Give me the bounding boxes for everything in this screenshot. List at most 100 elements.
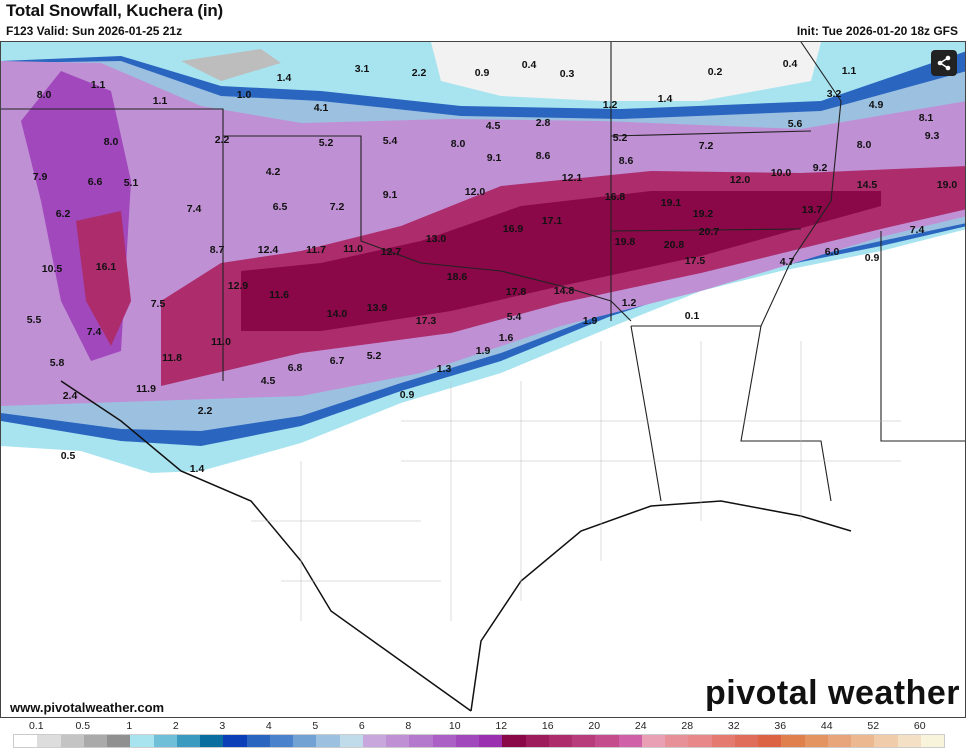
snowfall-value: 19.1 [660, 197, 682, 209]
snowfall-value: 19.2 [692, 208, 714, 220]
snowfall-value: 6.8 [287, 362, 303, 374]
share-button[interactable] [931, 50, 957, 76]
snowfall-value: 5.2 [366, 350, 382, 362]
legend-tick-label: 24 [634, 720, 647, 732]
snowfall-value: 7.4 [86, 326, 102, 338]
snowfall-value: 20.7 [698, 226, 720, 238]
snowfall-value: 11.0 [343, 243, 363, 255]
snowfall-value: 1.1 [152, 95, 168, 107]
snowfall-value: 12.0 [464, 186, 486, 198]
legend-tick-label: 5 [312, 720, 319, 732]
snowfall-value: 5.4 [506, 311, 522, 323]
snowfall-value: 14.8 [553, 285, 575, 297]
snow-band-magenta-west [76, 211, 131, 346]
snowfall-value: 6.6 [87, 176, 103, 188]
snowfall-value: 14.5 [856, 179, 878, 191]
legend-swatch [130, 735, 154, 747]
legend-swatch [758, 735, 782, 747]
legend-tick-label: 6 [358, 720, 365, 732]
snowfall-value: 1.9 [582, 315, 598, 327]
snowfall-value: 1.3 [436, 363, 452, 375]
map-title: Total Snowfall, Kuchera (in) [6, 1, 223, 20]
legend-tick-label: 52 [867, 720, 880, 732]
legend-tick-label: 10 [448, 720, 461, 732]
snowfall-value: 2.4 [62, 390, 78, 402]
snowfall-value: 8.0 [36, 89, 52, 101]
legend-tick-label: 4 [265, 720, 272, 732]
legend-swatch [60, 735, 84, 747]
legend-swatch [37, 735, 61, 747]
legend-swatch [502, 735, 526, 747]
snowfall-value: 9.2 [812, 162, 828, 174]
snowfall-value: 17.3 [415, 315, 437, 327]
snowfall-value: 16.9 [502, 223, 524, 235]
website-link[interactable]: www.pivotalweather.com [10, 700, 165, 715]
share-icon [937, 55, 951, 71]
legend-tick-label: 36 [774, 720, 787, 732]
snowfall-value: 4.5 [260, 375, 276, 387]
legend-tick-label: 12 [495, 720, 508, 732]
snowfall-value: 0.1 [684, 310, 700, 322]
snowfall-value: 5.8 [49, 357, 65, 369]
snowfall-value: 5.6 [787, 118, 803, 130]
snowfall-value: 11.0 [211, 336, 231, 348]
legend-swatch [107, 735, 131, 747]
snowfall-value: 1.1 [841, 65, 857, 77]
legend-swatch [711, 735, 735, 747]
snowfall-value: 1.4 [276, 72, 292, 84]
snowfall-value: 18.6 [446, 271, 468, 283]
legend-swatch [83, 735, 107, 747]
snowfall-value: 19.0 [936, 179, 958, 191]
legend-tick-label: 60 [913, 720, 926, 732]
snowfall-value: 7.4 [909, 224, 925, 236]
legend-swatch [409, 735, 433, 747]
legend-swatch [176, 735, 200, 747]
snowfall-value: 7.2 [329, 201, 345, 213]
snowfall-value: 2.8 [535, 117, 551, 129]
legend-swatch [827, 735, 851, 747]
snowfall-value: 7.5 [150, 298, 166, 310]
snowfall-value: 8.0 [856, 139, 872, 151]
legend-swatch [641, 735, 665, 747]
legend-tick-label: 28 [681, 720, 694, 732]
snowfall-value: 0.4 [782, 58, 798, 70]
legend-tick-label: 32 [727, 720, 740, 732]
snowfall-value: 12.7 [380, 246, 402, 258]
snowfall-value: 2.2 [411, 67, 427, 79]
legend-swatch [339, 735, 363, 747]
snowfall-map[interactable]: 1.1 8.0 1.1 1.0 1.4 3.1 2.2 0.9 0.4 0.3 0.2 0.4 1.1 4… [0, 41, 966, 718]
snowfall-value: 17.5 [684, 255, 706, 267]
pivotal-weather-logo: pivotal weather [704, 674, 960, 712]
legend-swatch [269, 735, 293, 747]
legend-swatch [781, 735, 805, 747]
snowfall-value: 8.6 [535, 150, 551, 162]
snowfall-value: 6.5 [272, 201, 288, 213]
legend-tick-label: 2 [172, 720, 179, 732]
legend-tick-label: 0.5 [75, 720, 91, 732]
snowfall-value: 5.5 [26, 314, 42, 326]
snowfall-value: 1.9 [475, 345, 491, 357]
snowfall-value: 4.9 [868, 99, 884, 111]
snowfall-value: 2.2 [214, 134, 230, 146]
legend-swatch [153, 735, 177, 747]
snowfall-value: 1.4 [657, 93, 673, 105]
legend-swatch [804, 735, 828, 747]
legend-swatch [595, 735, 619, 747]
trace-gray [181, 49, 281, 81]
snowfall-value: 5.2 [612, 132, 628, 144]
legend-tick-label: 8 [405, 720, 412, 732]
legend-swatch [455, 735, 479, 747]
snowfall-value: 5.2 [318, 137, 334, 149]
legend-swatch [246, 735, 270, 747]
snowfall-value: 19.8 [614, 236, 636, 248]
legend-swatch [479, 735, 503, 747]
snowfall-value: 5.1 [123, 177, 139, 189]
snowfall-value: 0.2 [707, 66, 723, 78]
snowfall-value: 9.3 [924, 130, 940, 142]
legend-swatch [897, 735, 921, 747]
snowfall-value: 6.0 [824, 246, 840, 258]
legend-tick-label: 0.1 [28, 720, 44, 732]
snowfall-value: 1.2 [602, 99, 618, 111]
snowfall-value: 13.7 [801, 204, 823, 216]
snowfall-value: 6.2 [55, 208, 71, 220]
